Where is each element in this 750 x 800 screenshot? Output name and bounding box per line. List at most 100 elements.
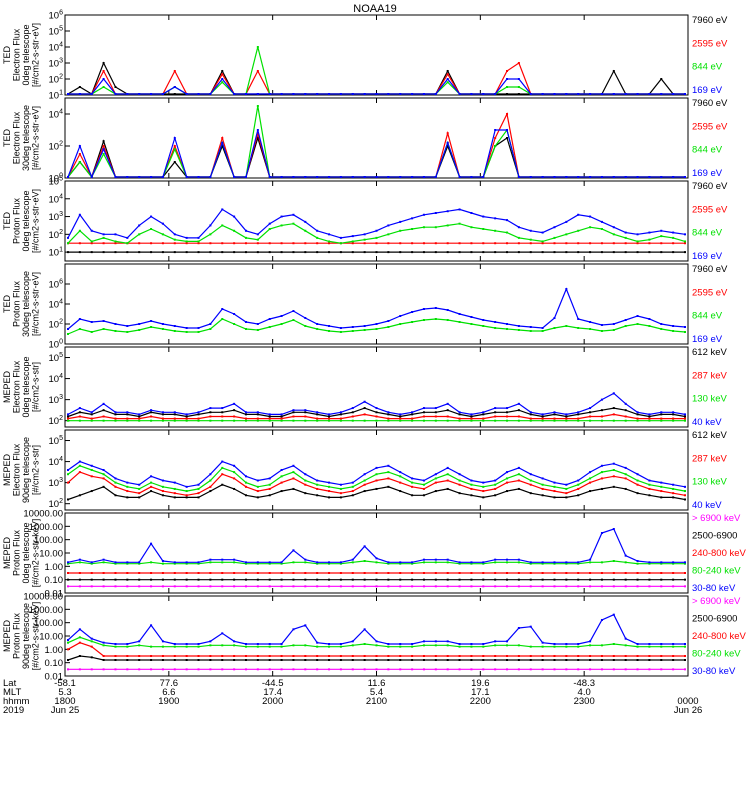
data-point [292, 93, 295, 95]
data-point [339, 176, 342, 178]
series-40-kev: 40 keV [67, 460, 722, 511]
data-point [636, 473, 639, 476]
data-point [470, 655, 473, 657]
data-point [185, 562, 188, 565]
data-point [221, 466, 224, 469]
data-point [209, 578, 212, 581]
data-point [600, 242, 603, 245]
y-tick-label: 105 [49, 435, 64, 447]
data-point [67, 473, 69, 476]
data-point [648, 578, 651, 581]
data-point [90, 668, 93, 671]
data-point [589, 321, 592, 323]
data-point [126, 485, 129, 488]
data-point [506, 481, 509, 484]
data-point [316, 413, 319, 416]
data-point [221, 561, 224, 564]
data-point [672, 236, 675, 239]
data-point [577, 176, 580, 178]
data-point [244, 236, 247, 239]
data-point [517, 644, 520, 647]
data-point [256, 585, 259, 588]
data-point [458, 562, 461, 565]
data-point [173, 145, 176, 147]
data-point [553, 490, 556, 493]
data-point [363, 572, 366, 574]
series--6900-kev: > 6900 keV [67, 596, 741, 671]
data-point [197, 487, 200, 490]
legend-label: 2500-6900 [692, 614, 737, 625]
series-30-80-kev: 30-80 keV [67, 613, 736, 677]
y-tick-label: 100 [49, 339, 64, 351]
data-point [363, 490, 366, 493]
data-point [506, 242, 509, 245]
data-point [150, 668, 153, 671]
data-point [138, 417, 141, 420]
data-point [316, 585, 319, 588]
data-point [541, 483, 544, 486]
data-point [268, 222, 271, 225]
y-tick-label: 104 [49, 193, 64, 205]
data-point [316, 487, 319, 490]
data-point [209, 585, 212, 588]
data-point [411, 176, 414, 178]
data-point [351, 407, 354, 410]
data-point [541, 641, 544, 644]
data-point [197, 585, 200, 588]
data-point [612, 475, 615, 478]
data-point [672, 645, 675, 648]
data-point [102, 655, 105, 657]
data-point [517, 62, 520, 64]
data-point [67, 562, 69, 565]
series-line [67, 135, 685, 179]
data-point [660, 496, 663, 499]
data-point [197, 242, 200, 245]
y-tick-label: 1000.00 [29, 605, 63, 616]
data-point [482, 319, 485, 321]
series-130-kev: 130 keV [67, 464, 728, 493]
data-point [363, 483, 366, 486]
bottom-axis-value: 2100 [366, 696, 387, 707]
bottom-row-label: Lat [3, 678, 17, 689]
data-point [375, 242, 378, 245]
data-point [399, 645, 402, 648]
data-point [422, 668, 425, 671]
data-point [458, 483, 461, 486]
data-point [150, 320, 153, 322]
data-point [553, 226, 556, 229]
data-point [161, 562, 164, 565]
data-point [292, 668, 295, 671]
data-point [648, 242, 651, 245]
data-point [494, 494, 497, 497]
data-point [660, 645, 663, 648]
data-point [268, 417, 271, 420]
data-point [173, 411, 176, 414]
data-point [624, 655, 627, 657]
data-point [233, 313, 236, 315]
data-point [553, 236, 556, 239]
data-point [553, 585, 556, 588]
data-point [102, 668, 105, 671]
data-point [90, 561, 93, 564]
data-point [221, 224, 224, 227]
data-point [90, 640, 93, 643]
data-point [197, 419, 200, 422]
data-point [150, 561, 153, 564]
data-point [684, 251, 686, 254]
data-point [221, 242, 224, 245]
data-point [233, 558, 236, 561]
y-axis-label: [#/cm2-s-str] [31, 445, 41, 495]
data-point [351, 585, 354, 588]
data-point [114, 411, 117, 414]
data-point [506, 137, 509, 139]
data-point [482, 93, 485, 95]
data-point [221, 655, 224, 657]
data-point [482, 481, 485, 484]
data-point [399, 315, 402, 317]
data-point [411, 572, 414, 574]
data-point [126, 578, 129, 581]
data-point [233, 242, 236, 245]
data-point [589, 481, 592, 484]
data-point [636, 417, 639, 420]
data-point [446, 558, 449, 561]
